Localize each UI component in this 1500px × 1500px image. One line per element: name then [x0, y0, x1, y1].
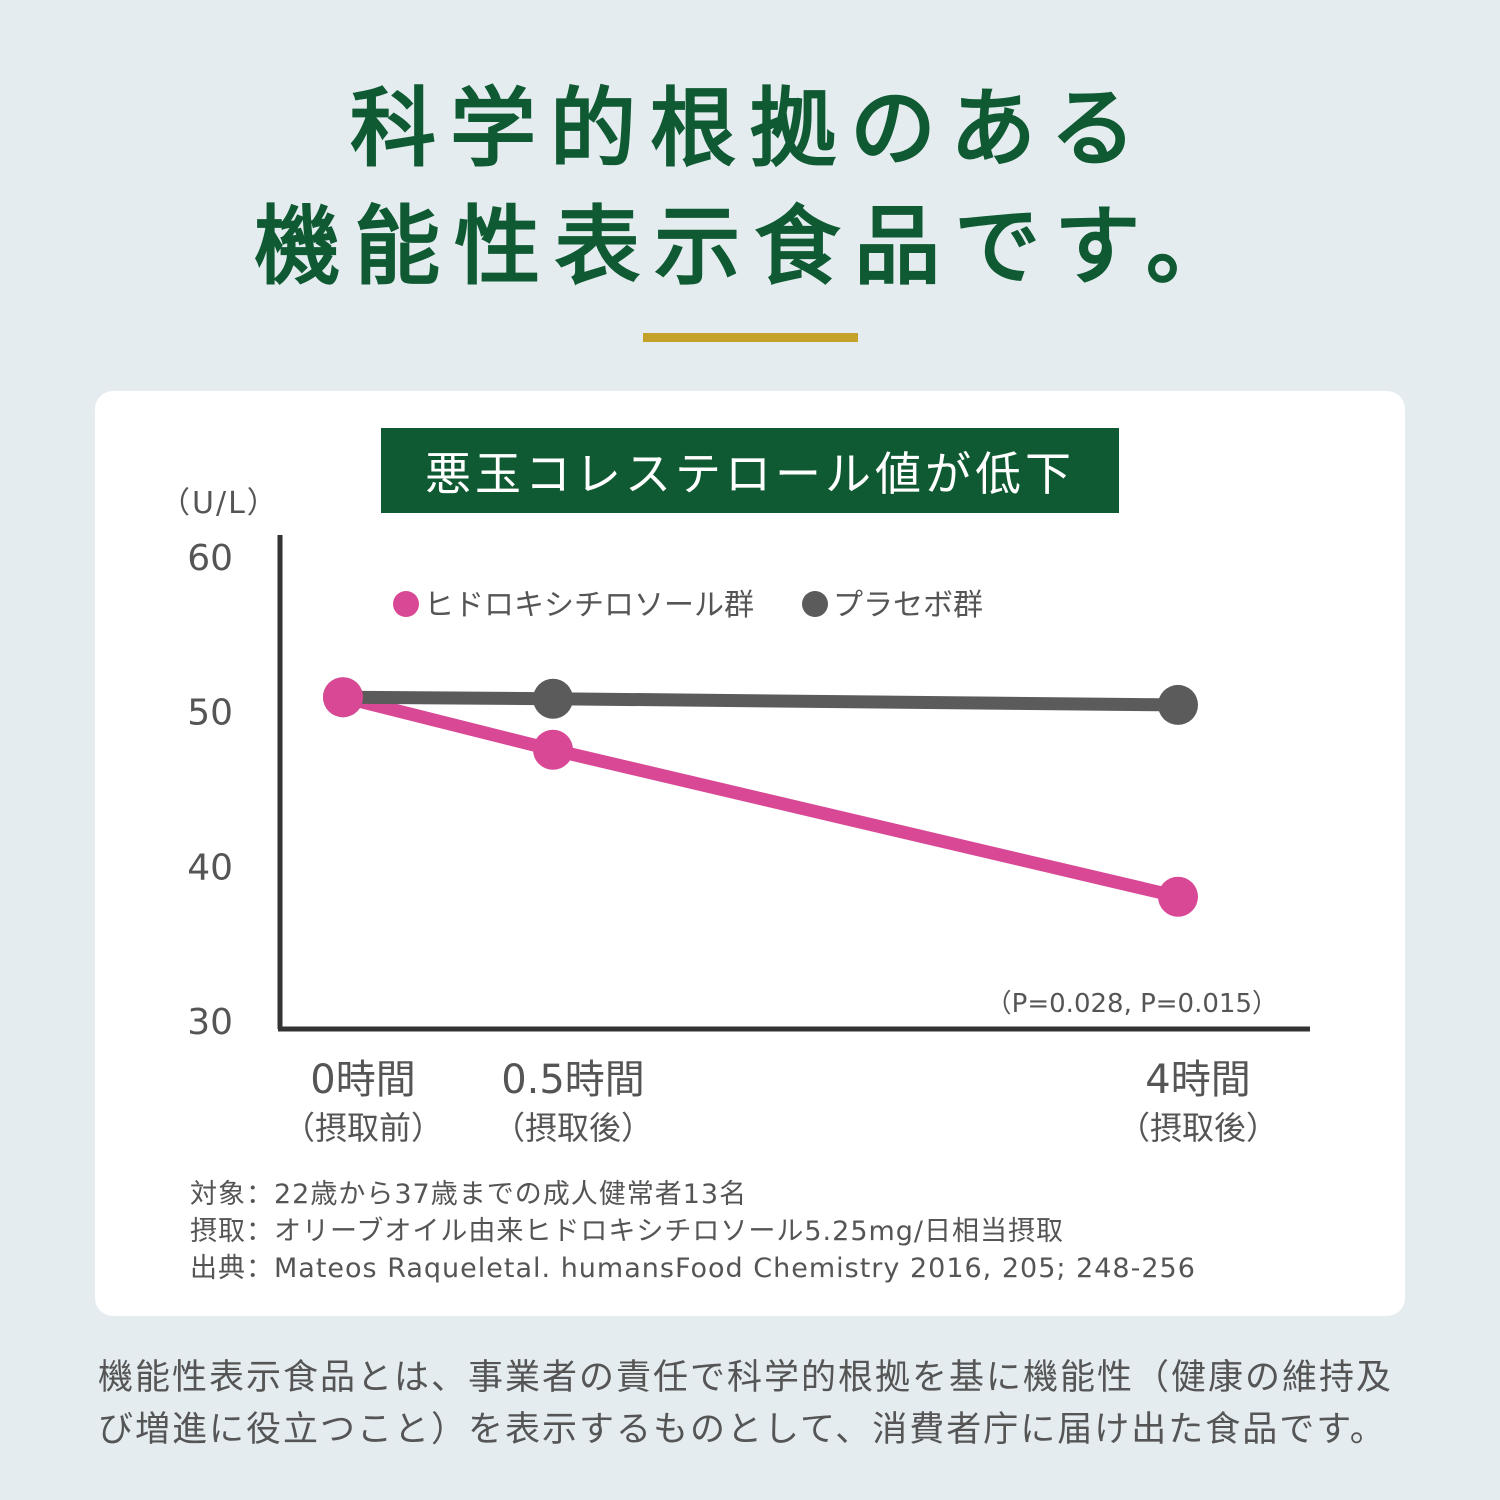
x-tick-label-0h: 0時間 （摂取前） — [243, 1055, 483, 1151]
x-tick-sub: （摂取後） — [492, 1109, 653, 1147]
series-line — [341, 690, 1180, 904]
headline: 科学的根拠のある 機能性表示食品です。 — [0, 70, 1500, 306]
x-tick-main: 4時間 — [1145, 1057, 1251, 1103]
chart-card — [95, 391, 1405, 1316]
legend-label: ヒドロキシチロソール群 — [424, 588, 754, 623]
note-intake: 摂取：オリーブオイル由来ヒドロキシチロソール5.25mg/日相当摂取 — [190, 1216, 1065, 1247]
y-tick-label: 60 — [187, 538, 233, 579]
x-tick-sub: （摂取前） — [282, 1109, 443, 1147]
data-point — [1158, 684, 1198, 725]
gold-divider — [643, 333, 858, 342]
y-tick-label: 50 — [187, 693, 233, 734]
legend-label: プラセボ群 — [833, 588, 983, 623]
x-tick-main: 0.5時間 — [501, 1057, 645, 1103]
x-tick-label-4h: 4時間 （摂取後） — [1078, 1055, 1318, 1151]
chart-title: 悪玉コレステロール値が低下 — [381, 428, 1119, 513]
legend-marker — [802, 591, 828, 617]
y-axis-unit: （U/L） — [160, 486, 279, 521]
x-tick-label-0-5h: 0.5時間 （摂取後） — [453, 1055, 693, 1151]
footer-line-1: 機能性表示食品とは、事業者の責任で科学的根拠を基に機能性（健康の維持及 — [98, 1358, 1394, 1398]
y-tick-label: 40 — [187, 847, 233, 888]
note-subjects: 対象：22歳から37歳までの成人健常者13名 — [190, 1179, 748, 1210]
data-point — [323, 677, 363, 718]
data-point — [533, 678, 573, 719]
x-tick-main: 0時間 — [310, 1057, 416, 1103]
footer-description: 機能性表示食品とは、事業者の責任で科学的根拠を基に機能性（健康の維持及 び増進に… — [98, 1352, 1418, 1456]
legend-marker — [393, 591, 419, 617]
x-tick-sub: （摂取後） — [1117, 1109, 1278, 1147]
study-notes: 対象：22歳から37歳までの成人健常者13名 摂取：オリーブオイル由来ヒドロキシ… — [190, 1176, 1196, 1287]
data-point — [533, 729, 573, 770]
footer-line-2: び増進に役立つこと）を表示するものとして、消費者庁に届け出た食品です。 — [98, 1410, 1387, 1450]
series-line — [342, 690, 1179, 712]
p-value-annotation: （P=0.028, P=0.015） — [986, 989, 1278, 1019]
note-source: 出典：Mateos Raqueletal. humansFood Chemist… — [190, 1253, 1196, 1284]
headline-line-1: 科学的根拠のある — [350, 79, 1150, 179]
headline-line-2: 機能性表示食品です。 — [254, 197, 1246, 297]
y-tick-label: 30 — [187, 1002, 233, 1043]
data-point — [1158, 876, 1198, 917]
